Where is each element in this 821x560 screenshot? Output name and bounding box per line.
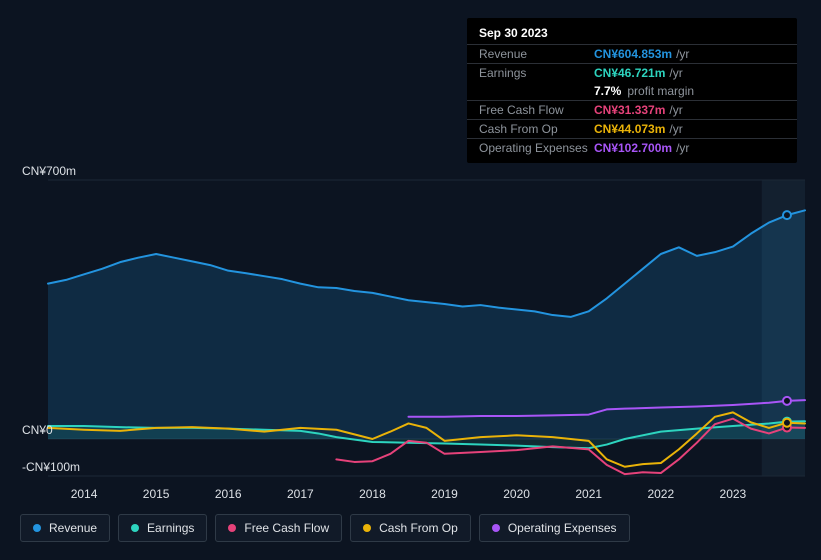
tooltip-row-suffix: /yr bbox=[676, 47, 689, 61]
x-tick-label: 2017 bbox=[287, 487, 314, 501]
legend-dot-icon bbox=[131, 524, 139, 532]
y-tick-label: CN¥0 bbox=[22, 423, 53, 437]
legend-dot-icon bbox=[492, 524, 500, 532]
profit-margin-label: profit margin bbox=[627, 84, 694, 98]
x-tick-label: 2018 bbox=[359, 487, 386, 501]
legend-item-opex[interactable]: Operating Expenses bbox=[479, 514, 630, 542]
tooltip-row-value: CN¥44.073m bbox=[594, 122, 665, 136]
x-tick-label: 2015 bbox=[143, 487, 170, 501]
tooltip-row-value: CN¥102.700m bbox=[594, 141, 672, 155]
x-tick-label: 2014 bbox=[71, 487, 98, 501]
x-axis-labels: 2014 2015 2016 2017 2018 2019 2020 2021 2022 2023 bbox=[16, 487, 805, 505]
x-tick-label: 2016 bbox=[215, 487, 242, 501]
y-tick-label: -CN¥100m bbox=[22, 460, 80, 474]
chart-legend: Revenue Earnings Free Cash Flow Cash From O… bbox=[20, 514, 630, 542]
legend-item-label: Operating Expenses bbox=[508, 521, 617, 535]
tooltip-row-label: Free Cash Flow bbox=[479, 103, 594, 117]
tooltip-row-profit-margin: 7.7% profit margin bbox=[467, 82, 797, 100]
x-tick-label: 2022 bbox=[647, 487, 674, 501]
x-tick-label: 2020 bbox=[503, 487, 530, 501]
tooltip-row-suffix: /yr bbox=[676, 141, 689, 155]
legend-item-fcf[interactable]: Free Cash Flow bbox=[215, 514, 342, 542]
tooltip-row-label: Cash From Op bbox=[479, 122, 594, 136]
tooltip-row-value: CN¥31.337m bbox=[594, 103, 665, 117]
x-tick-label: 2023 bbox=[720, 487, 747, 501]
tooltip-row-suffix: /yr bbox=[669, 103, 682, 117]
tooltip-row-revenue: RevenueCN¥604.853m/yr bbox=[467, 44, 797, 63]
tooltip-row-label: Revenue bbox=[479, 47, 594, 61]
x-tick-label: 2021 bbox=[575, 487, 602, 501]
tooltip-row-suffix: /yr bbox=[669, 66, 682, 80]
legend-item-label: Earnings bbox=[147, 521, 194, 535]
data-tooltip: Sep 30 2023 RevenueCN¥604.853m/yrEarning… bbox=[467, 18, 797, 163]
legend-item-revenue[interactable]: Revenue bbox=[20, 514, 110, 542]
tooltip-row-fcf: Free Cash FlowCN¥31.337m/yr bbox=[467, 100, 797, 119]
tooltip-row-value: CN¥604.853m bbox=[594, 47, 672, 61]
tooltip-row-suffix: /yr bbox=[669, 122, 682, 136]
tooltip-row-opex: Operating ExpensesCN¥102.700m/yr bbox=[467, 138, 797, 157]
legend-item-label: Cash From Op bbox=[379, 521, 458, 535]
tooltip-row-value: CN¥46.721m bbox=[594, 66, 665, 80]
profit-margin-value: 7.7% bbox=[594, 84, 621, 98]
legend-dot-icon bbox=[33, 524, 41, 532]
tooltip-title: Sep 30 2023 bbox=[467, 24, 797, 44]
legend-item-label: Revenue bbox=[49, 521, 97, 535]
legend-item-cfo[interactable]: Cash From Op bbox=[350, 514, 471, 542]
y-tick-label: CN¥700m bbox=[22, 164, 76, 178]
tooltip-row-earnings: EarningsCN¥46.721m/yr bbox=[467, 63, 797, 82]
legend-item-label: Free Cash Flow bbox=[244, 521, 329, 535]
legend-dot-icon bbox=[363, 524, 371, 532]
tooltip-row-cfo: Cash From OpCN¥44.073m/yr bbox=[467, 119, 797, 138]
tooltip-row-label: Operating Expenses bbox=[479, 141, 594, 155]
tooltip-row-label: Earnings bbox=[479, 66, 594, 80]
legend-item-earnings[interactable]: Earnings bbox=[118, 514, 207, 542]
legend-dot-icon bbox=[228, 524, 236, 532]
x-tick-label: 2019 bbox=[431, 487, 458, 501]
